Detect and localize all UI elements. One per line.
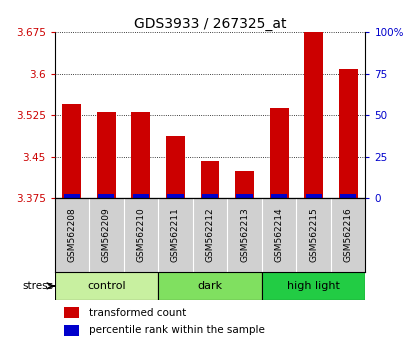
Text: GSM562212: GSM562212 (205, 208, 215, 262)
Text: control: control (87, 281, 126, 291)
Bar (133, 194, 149, 199)
Bar (64, 325, 79, 336)
Bar (55, 272, 158, 300)
Text: GSM562209: GSM562209 (102, 208, 111, 262)
Bar (158, 272, 262, 300)
Bar (64, 307, 79, 318)
Bar (64, 194, 80, 199)
Text: GSM562208: GSM562208 (67, 208, 76, 262)
Bar (202, 194, 218, 199)
Text: GSM562211: GSM562211 (171, 208, 180, 262)
Bar (270, 108, 289, 199)
Text: GSM562213: GSM562213 (240, 208, 249, 262)
Text: percentile rank within the sample: percentile rank within the sample (89, 325, 265, 335)
Text: stress: stress (23, 281, 54, 291)
Bar (98, 194, 115, 199)
Bar (304, 32, 323, 199)
Text: GSM562210: GSM562210 (136, 208, 145, 262)
Bar (305, 194, 322, 199)
Bar (97, 112, 116, 199)
Text: high light: high light (287, 281, 340, 291)
Text: GSM562216: GSM562216 (344, 208, 353, 262)
Bar (236, 194, 252, 199)
Text: GSM562215: GSM562215 (309, 208, 318, 262)
Bar (340, 194, 356, 199)
Bar (262, 272, 365, 300)
Bar (168, 194, 184, 199)
Bar (235, 171, 254, 199)
Bar (339, 69, 357, 199)
Title: GDS3933 / 267325_at: GDS3933 / 267325_at (134, 17, 286, 31)
Text: transformed count: transformed count (89, 308, 186, 318)
Bar (271, 194, 287, 199)
Text: GSM562214: GSM562214 (275, 208, 284, 262)
Bar (63, 104, 81, 199)
Text: dark: dark (197, 281, 223, 291)
Bar (200, 161, 220, 199)
Bar (166, 136, 185, 199)
Bar (131, 112, 150, 199)
